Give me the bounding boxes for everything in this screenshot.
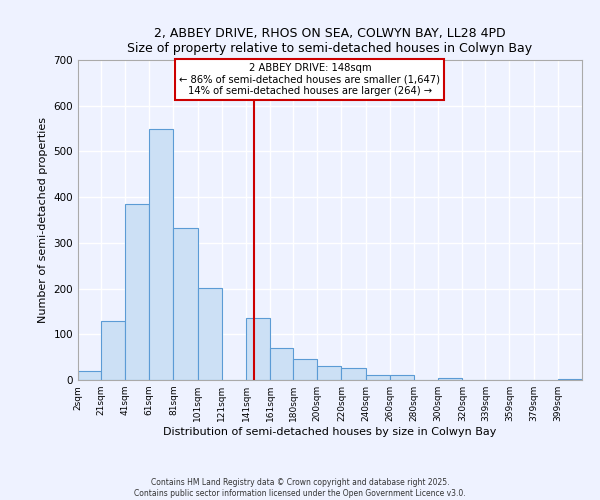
Bar [438,378,463,380]
X-axis label: Distribution of semi-detached houses by size in Colwyn Bay: Distribution of semi-detached houses by … [163,427,497,437]
Bar [78,371,101,380]
Bar [101,322,125,380]
Bar [558,378,582,380]
Y-axis label: Number of semi-detached properties: Number of semi-detached properties [38,117,48,323]
Bar [317,366,341,380]
Bar [390,376,414,380]
Bar [125,204,149,380]
Bar [341,368,365,380]
Bar [365,374,390,380]
Text: 2 ABBEY DRIVE: 148sqm
← 86% of semi-detached houses are smaller (1,647)
14% of s: 2 ABBEY DRIVE: 148sqm ← 86% of semi-deta… [179,63,440,96]
Bar [149,130,173,380]
Bar [293,360,317,380]
Text: Contains HM Land Registry data © Crown copyright and database right 2025.
Contai: Contains HM Land Registry data © Crown c… [134,478,466,498]
Bar [270,348,293,380]
Bar [173,228,197,380]
Title: 2, ABBEY DRIVE, RHOS ON SEA, COLWYN BAY, LL28 4PD
Size of property relative to s: 2, ABBEY DRIVE, RHOS ON SEA, COLWYN BAY,… [127,26,533,54]
Bar [246,318,270,380]
Bar [197,288,222,380]
